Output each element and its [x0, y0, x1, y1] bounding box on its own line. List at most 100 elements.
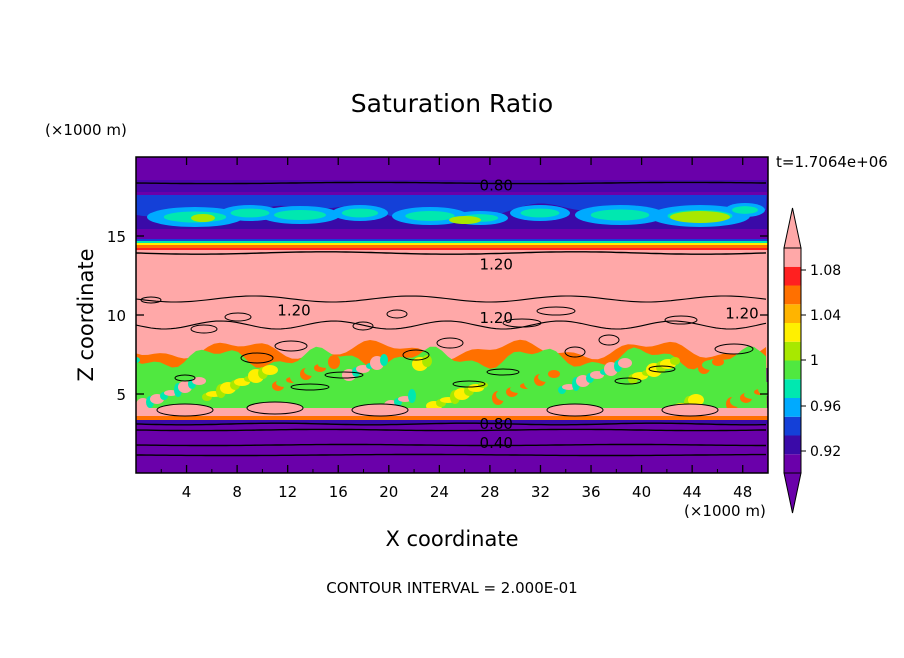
- contour-label: 0.80: [480, 176, 513, 194]
- turbulence-cell: [688, 394, 704, 406]
- colorbar-swatch: [784, 454, 801, 473]
- y-tick-label: 10: [107, 307, 126, 325]
- colorbar-swatch: [784, 285, 801, 305]
- colorbar-swatch: [784, 360, 801, 380]
- turbulence-cell: [618, 358, 632, 368]
- contour-loop: [486, 368, 520, 376]
- surface-dome: [351, 403, 409, 417]
- cloud-core: [590, 209, 650, 221]
- field-band: [136, 408, 768, 416]
- contour-loop: [240, 352, 274, 364]
- x-tick-label: 24: [430, 483, 449, 501]
- turbulence-cell: [670, 357, 680, 365]
- cloud-core: [341, 208, 379, 218]
- turbulence-cell: [192, 377, 206, 385]
- contour-label: 1.20: [725, 304, 758, 322]
- x-tick-label: 32: [531, 483, 550, 501]
- colorbar-label: 1.08: [810, 263, 841, 279]
- x-tick-label: 28: [480, 483, 499, 501]
- contour-label: 1.20: [480, 309, 513, 327]
- time-label: t=1.7064e+06: [776, 153, 888, 171]
- turbulence-cell: [758, 382, 768, 396]
- colorbar-label: 1: [810, 353, 819, 369]
- contour-loop: [598, 334, 620, 346]
- cloud-core: [274, 210, 326, 220]
- field-band: [136, 420, 768, 424]
- contour-line: [136, 295, 767, 303]
- field-band: [136, 239, 768, 241]
- turbulence-cell: [380, 354, 388, 366]
- contour-loop: [352, 321, 374, 331]
- contour-label: 1.20: [277, 301, 310, 319]
- contour-line: [136, 251, 767, 255]
- cloud-core: [405, 211, 455, 221]
- x-axis-title: X coordinate: [385, 527, 518, 551]
- x-tick-label: 40: [632, 483, 651, 501]
- contour-label: 0.40: [480, 434, 513, 452]
- colorbar-label: 0.96: [810, 399, 841, 415]
- turbulence-cell: [422, 355, 432, 367]
- contour-loop: [402, 349, 430, 361]
- surface-dome: [546, 403, 604, 417]
- colorbar-max-arrow: [783, 207, 802, 249]
- contour-loop: [664, 315, 698, 325]
- contour-loop: [536, 306, 576, 316]
- y-axis-title: Z coordinate: [74, 248, 98, 381]
- contour-loop: [140, 296, 162, 304]
- field-band: [136, 416, 768, 420]
- contour-loop: [452, 380, 486, 388]
- chart-title: Saturation Ratio: [351, 89, 553, 118]
- field-band: [136, 229, 768, 239]
- y-units-label: (×1000 m): [45, 121, 127, 139]
- contour-label: 1.20: [480, 255, 513, 273]
- turbulence-cell: [712, 358, 724, 366]
- contour-loop: [174, 374, 196, 382]
- field-band: [136, 248, 768, 250]
- contour-line: [136, 453, 766, 457]
- x-tick-label: 16: [329, 483, 348, 501]
- cloud-core: [449, 216, 481, 224]
- colorbar-swatch: [784, 398, 801, 417]
- x-units-label: (×1000 m): [684, 502, 766, 520]
- contour-loop: [714, 343, 754, 355]
- colorbar-label: 0.92: [810, 444, 841, 460]
- field-band: [136, 245, 768, 248]
- contour-loop: [564, 346, 586, 358]
- contour-loop: [290, 383, 330, 391]
- x-tick-label: 36: [581, 483, 600, 501]
- colorbar-swatch: [784, 416, 801, 436]
- colorbar-swatch: [784, 379, 801, 398]
- cloud-core: [732, 206, 758, 214]
- contour-interval-note: CONTOUR INTERVAL = 2.000E-01: [326, 579, 577, 597]
- x-axis: 4 8 12 16 20 24 28 32 36 40 44 48: [160, 157, 752, 501]
- contour-loop: [386, 309, 408, 319]
- turbulence-cell: [136, 357, 140, 363]
- contour-loop: [274, 340, 308, 352]
- cloud-core: [191, 214, 215, 222]
- contour-loop: [224, 312, 252, 322]
- contour-loop: [436, 337, 464, 349]
- colorbar-swatch: [784, 248, 801, 267]
- contour-line: [136, 422, 766, 426]
- y-tick-label: 15: [107, 228, 126, 246]
- contour-loop: [502, 318, 542, 328]
- contour-loop: [324, 371, 364, 379]
- contour-loop: [648, 365, 676, 373]
- saturation-field: [136, 157, 768, 473]
- dry-lower-layer: [136, 420, 768, 473]
- contour-line: [136, 428, 766, 432]
- surface-dome: [246, 401, 304, 415]
- turbulence-cell: [328, 355, 340, 369]
- contour-line: [136, 320, 767, 330]
- surface-dome: [156, 403, 214, 417]
- colorbar-swatch: [784, 304, 801, 323]
- turbulence-cell: [262, 365, 278, 375]
- colorbar-swatch: [784, 323, 801, 342]
- cloud-core: [230, 208, 270, 218]
- contour-line: [136, 443, 766, 447]
- colorbar-swatch: [784, 266, 801, 286]
- contour-line: [136, 181, 766, 185]
- x-tick-label: 44: [683, 483, 702, 501]
- colorbar: 1.08 1.04 1 0.96 0.92: [783, 207, 841, 514]
